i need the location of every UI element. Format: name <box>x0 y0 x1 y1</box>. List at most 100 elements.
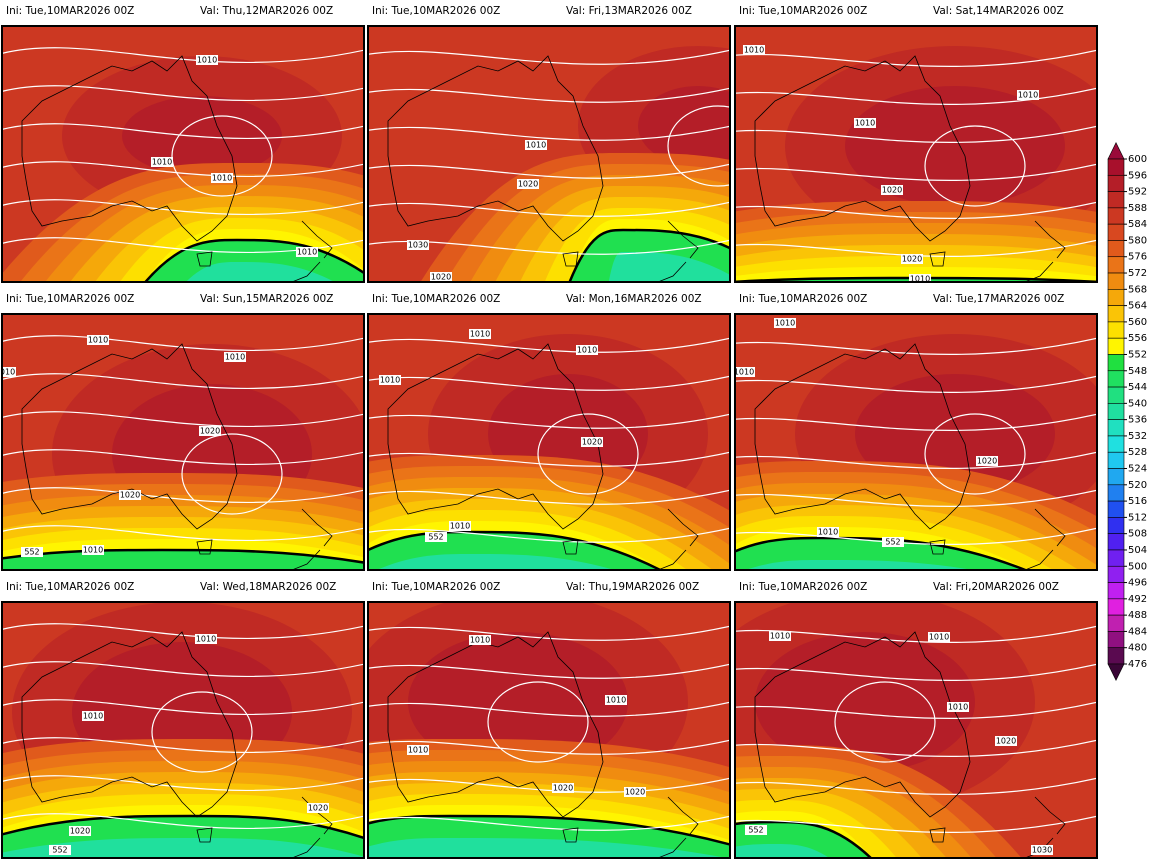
contour-label-box <box>151 157 173 167</box>
contour-label: 1010 <box>855 119 875 128</box>
colorbar-label: 564 <box>1128 301 1147 312</box>
colorbar-label: 504 <box>1128 545 1147 556</box>
isobar <box>368 489 730 505</box>
contour-label-box <box>21 547 43 557</box>
colorbar-label: 492 <box>1128 594 1147 605</box>
contour-label-box <box>995 736 1017 746</box>
colorbar-label: 532 <box>1128 431 1147 442</box>
map-panel: 1010 1010 1010 1020 1010 552 <box>368 314 730 570</box>
isobar <box>735 777 1097 795</box>
contour-label-box <box>307 803 329 813</box>
isobar <box>368 625 730 641</box>
isobar-ring <box>181 433 283 515</box>
colorbar-box <box>1107 419 1125 437</box>
contour-label-box <box>195 634 217 644</box>
colorbar-label: 528 <box>1128 447 1147 458</box>
contour-label: 1010 <box>770 632 790 641</box>
low-core <box>185 262 335 282</box>
contour-label-box <box>1031 845 1053 855</box>
contour-label: 1010 <box>212 174 232 183</box>
colorbar-label: 520 <box>1128 480 1147 491</box>
map-panel: 1010 1010 1010 1010 <box>2 26 364 282</box>
contour-label-box <box>469 635 491 645</box>
init-label: Ini: Tue,10MAR2026 00Z <box>372 581 500 593</box>
colorbar-box <box>1107 451 1125 469</box>
valid-label: Val: Fri,13MAR2026 00Z <box>566 5 692 17</box>
init-label: Ini: Tue,10MAR2026 00Z <box>6 293 134 305</box>
isobar <box>368 527 730 543</box>
panel-border <box>1 25 365 283</box>
contour-label: 1020 <box>902 255 922 264</box>
isobar <box>368 201 730 217</box>
contour-552 <box>2 814 364 840</box>
init-label: Ini: Tue,10MAR2026 00Z <box>6 5 134 17</box>
coastline-nz <box>657 508 699 570</box>
contour-label: 1010 <box>734 368 754 377</box>
ridge-core <box>755 632 975 772</box>
contour-552 <box>735 536 1029 570</box>
coastline-nz <box>1024 508 1066 570</box>
colorbar-box <box>1107 207 1125 225</box>
contour-label: 1020 <box>582 438 602 447</box>
isobar <box>2 123 364 140</box>
isobar-ring <box>924 125 1026 207</box>
contour-label: 1020 <box>977 457 997 466</box>
isobar <box>735 163 1097 181</box>
contour-label-box <box>881 185 903 195</box>
contour-label-box <box>224 352 246 362</box>
panel-border <box>367 313 731 571</box>
valid-label: Val: Thu,19MAR2026 00Z <box>566 581 699 593</box>
colorbar-box <box>1107 500 1125 518</box>
contour-label-box <box>745 825 767 835</box>
contour-label: 1030 <box>408 241 428 250</box>
colorbar-box <box>1107 354 1125 372</box>
contour-label: 1020 <box>882 186 902 195</box>
isobar <box>735 739 1097 757</box>
init-label: Ini: Tue,10MAR2026 00Z <box>739 581 867 593</box>
low-core <box>608 252 730 282</box>
contour-label: 1010 <box>196 635 216 644</box>
contour-label-box <box>909 274 931 282</box>
contour-label: 1010 <box>929 633 949 642</box>
colorbar-label: 592 <box>1128 187 1147 198</box>
isobar-ring <box>537 413 639 495</box>
contour-label-box <box>817 527 839 537</box>
colorbar-box <box>1107 223 1125 241</box>
contour-label-box <box>69 826 91 836</box>
contour-label-box <box>469 329 491 339</box>
isobar <box>368 701 730 717</box>
colorbar-box <box>1107 272 1125 290</box>
isobar <box>2 373 364 390</box>
colorbar-label: 536 <box>1128 415 1147 426</box>
colorbar-box <box>1107 289 1125 306</box>
contour-label-box <box>552 783 574 793</box>
contour-552 <box>368 814 730 846</box>
colorbar-box <box>1107 468 1125 486</box>
ridge-core <box>408 632 628 772</box>
contour-label: 1020 <box>308 804 328 813</box>
colorbar-box <box>1107 386 1125 404</box>
isobar <box>368 663 730 679</box>
isobar <box>735 451 1097 469</box>
coastline <box>21 631 238 843</box>
contour-label: 1010 <box>526 141 546 150</box>
coastline <box>21 343 238 555</box>
contour-label: 1010 <box>1018 91 1038 100</box>
isobar <box>368 739 730 755</box>
valid-label: Val: Thu,12MAR2026 00Z <box>200 5 333 17</box>
init-label: Ini: Tue,10MAR2026 00Z <box>6 581 134 593</box>
isobar <box>2 813 364 830</box>
contour-552 <box>368 530 663 570</box>
panel-border <box>734 601 1098 859</box>
contour-552 <box>735 820 873 858</box>
colorbar-label: 580 <box>1128 235 1147 246</box>
isobar <box>2 661 364 678</box>
contour-label-box <box>735 367 755 377</box>
contour-label-box <box>87 335 109 345</box>
ridge-core <box>638 86 730 166</box>
contour-label: 1010 <box>470 636 490 645</box>
isobar <box>735 489 1097 507</box>
isobar <box>2 199 364 216</box>
coastline <box>387 55 604 267</box>
contour-label: 1010 <box>470 330 490 339</box>
